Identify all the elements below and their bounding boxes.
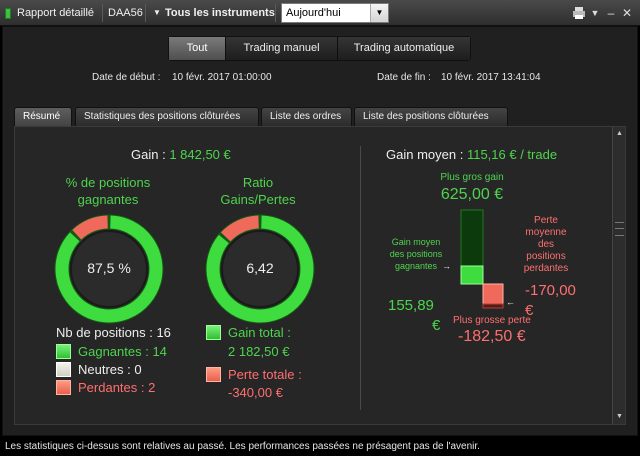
toolbar-separator xyxy=(145,4,146,22)
end-date-label: Date de fin : xyxy=(377,72,431,83)
winning-swatch xyxy=(56,344,71,359)
ratio-title-line: Gains/Pertes xyxy=(220,192,296,207)
total-gain-value: 2 182,50 € xyxy=(228,344,290,359)
neutral-swatch xyxy=(56,362,71,377)
win-rate-value: 87,5 % xyxy=(87,260,131,276)
average-loss-label-line: des xyxy=(537,239,555,250)
gain-loss-ratio-title: Ratio Gains/Pertes xyxy=(198,174,318,208)
positions-count: Nb de positions : 16 xyxy=(56,325,171,340)
average-loss-label: Perte moyenne des positions perdantes xyxy=(516,215,576,275)
scrollbar-grip[interactable] xyxy=(615,222,624,236)
chevron-down-icon[interactable]: ▼ xyxy=(370,4,388,22)
arrow-right-icon: → xyxy=(442,261,451,271)
win-rate-title-line: gagnantes xyxy=(77,192,139,207)
report-app-icon xyxy=(5,8,11,19)
average-gain-value: 115,16 € / trade xyxy=(466,147,558,162)
max-gain-bar xyxy=(460,209,484,267)
total-gain-label: Gain total : xyxy=(228,325,291,340)
ratio-green-arc xyxy=(206,215,314,323)
period-select[interactable]: Aujourd'hui ▼ xyxy=(281,3,389,23)
losing-swatch xyxy=(56,380,71,395)
filter-manual-button[interactable]: Trading manuel xyxy=(226,37,338,60)
chevron-down-icon[interactable]: ▼ xyxy=(153,8,161,17)
tab-closed-positions-stats[interactable]: Statistiques des positions clôturées xyxy=(75,107,259,126)
menu-icon[interactable]: ▼ xyxy=(590,8,600,18)
toolbar-separator xyxy=(102,4,103,22)
ring-center xyxy=(221,230,299,308)
gain-label: Gain : xyxy=(131,147,166,162)
start-date-label: Date de début : xyxy=(92,72,161,83)
losing-count: Perdantes : 2 xyxy=(78,380,156,395)
period-select-value: Aujourd'hui xyxy=(286,7,341,19)
max-gain-value: 625,00 € xyxy=(440,186,504,203)
average-win-label-line: des positions xyxy=(389,249,443,259)
neutral-count: Neutres : 0 xyxy=(78,362,142,377)
max-loss-bar xyxy=(482,303,504,309)
max-gain-label: Plus gros gain xyxy=(440,172,504,183)
average-loss-currency: € xyxy=(525,302,534,319)
gain-value: 1 842,50 € xyxy=(169,147,231,162)
tab-closed-positions-list[interactable]: Liste des positions clôturées xyxy=(354,107,508,126)
ratio-value: 6,42 xyxy=(246,260,274,276)
win-rate-ring-chart xyxy=(54,214,164,324)
total-loss-swatch xyxy=(206,367,221,382)
average-gain-summary: Gain moyen : 115,16 € / trade xyxy=(386,147,557,162)
average-loss-bar xyxy=(482,283,504,305)
ratio-title-line: Ratio xyxy=(242,175,274,190)
win-rate-title-line: % de positions xyxy=(65,175,151,190)
ratio-red-arc xyxy=(220,215,260,242)
gain-summary: Gain : 1 842,50 € xyxy=(131,147,231,162)
average-win-currency: € xyxy=(432,317,441,334)
average-win-bar xyxy=(460,265,484,285)
average-loss-label-line: perdantes xyxy=(523,263,569,274)
tab-orders-list[interactable]: Liste des ordres xyxy=(261,107,352,126)
average-loss-label-line: moyenne xyxy=(525,227,567,238)
total-gain-swatch xyxy=(206,325,221,340)
average-gain-label: Gain moyen : xyxy=(386,147,464,162)
average-win-value: 155,89 xyxy=(388,297,434,314)
total-loss-label: Perte totale : xyxy=(228,367,302,382)
account-selector[interactable]: DAA56 xyxy=(108,7,143,19)
toolbar-separator xyxy=(275,4,276,22)
arrow-left-icon: ← xyxy=(506,297,515,307)
vertical-scrollbar[interactable]: ▲ ▼ xyxy=(612,127,625,424)
winning-count: Gagnantes : 14 xyxy=(78,344,167,359)
win-rate-green-arc xyxy=(55,215,163,323)
scroll-down-icon[interactable]: ▼ xyxy=(616,413,623,420)
instruments-dropdown[interactable]: Tous les instruments xyxy=(165,7,275,19)
max-loss-label: Plus grosse perte xyxy=(453,315,531,326)
max-loss-value: -182,50 € xyxy=(458,328,526,345)
tab-summary[interactable]: Résumé xyxy=(14,107,72,126)
report-title: Rapport détaillé xyxy=(17,7,95,19)
start-date-value: 10 févr. 2017 01:00:00 xyxy=(172,72,272,83)
gain-loss-bar-chart xyxy=(460,209,504,309)
printer-icon[interactable] xyxy=(572,6,586,20)
average-loss-value: -170,00 xyxy=(525,282,576,299)
minimize-icon[interactable]: – xyxy=(607,6,615,20)
filter-automatic-button[interactable]: Trading automatique xyxy=(338,37,470,60)
section-divider xyxy=(360,146,361,410)
scroll-up-icon[interactable]: ▲ xyxy=(616,130,623,137)
win-rate-red-arc xyxy=(72,215,109,240)
win-rate-title: % de positions gagnantes xyxy=(48,174,168,208)
average-loss-label-line: positions xyxy=(526,251,566,262)
close-icon[interactable]: ✕ xyxy=(621,6,633,20)
end-date-value: 10 févr. 2017 13:41:04 xyxy=(441,72,541,83)
filter-all-button[interactable]: Tout xyxy=(169,37,226,60)
average-loss-label-line: Perte xyxy=(534,215,558,226)
trading-type-filter: Tout Trading manuel Trading automatique xyxy=(168,36,471,61)
top-toolbar: Rapport détaillé DAA56 ▼ Tous les instru… xyxy=(0,0,640,26)
ring-center xyxy=(70,230,148,308)
gain-loss-ratio-ring-chart xyxy=(205,214,315,324)
average-win-label: Gain moyen des positions gagnantes xyxy=(376,236,456,272)
average-win-label-line: gagnantes xyxy=(394,261,438,271)
total-loss-value: -340,00 € xyxy=(228,385,283,400)
average-win-label-line: Gain moyen xyxy=(391,237,441,247)
disclaimer-footer: Les statistiques ci-dessus sont relative… xyxy=(0,437,640,456)
